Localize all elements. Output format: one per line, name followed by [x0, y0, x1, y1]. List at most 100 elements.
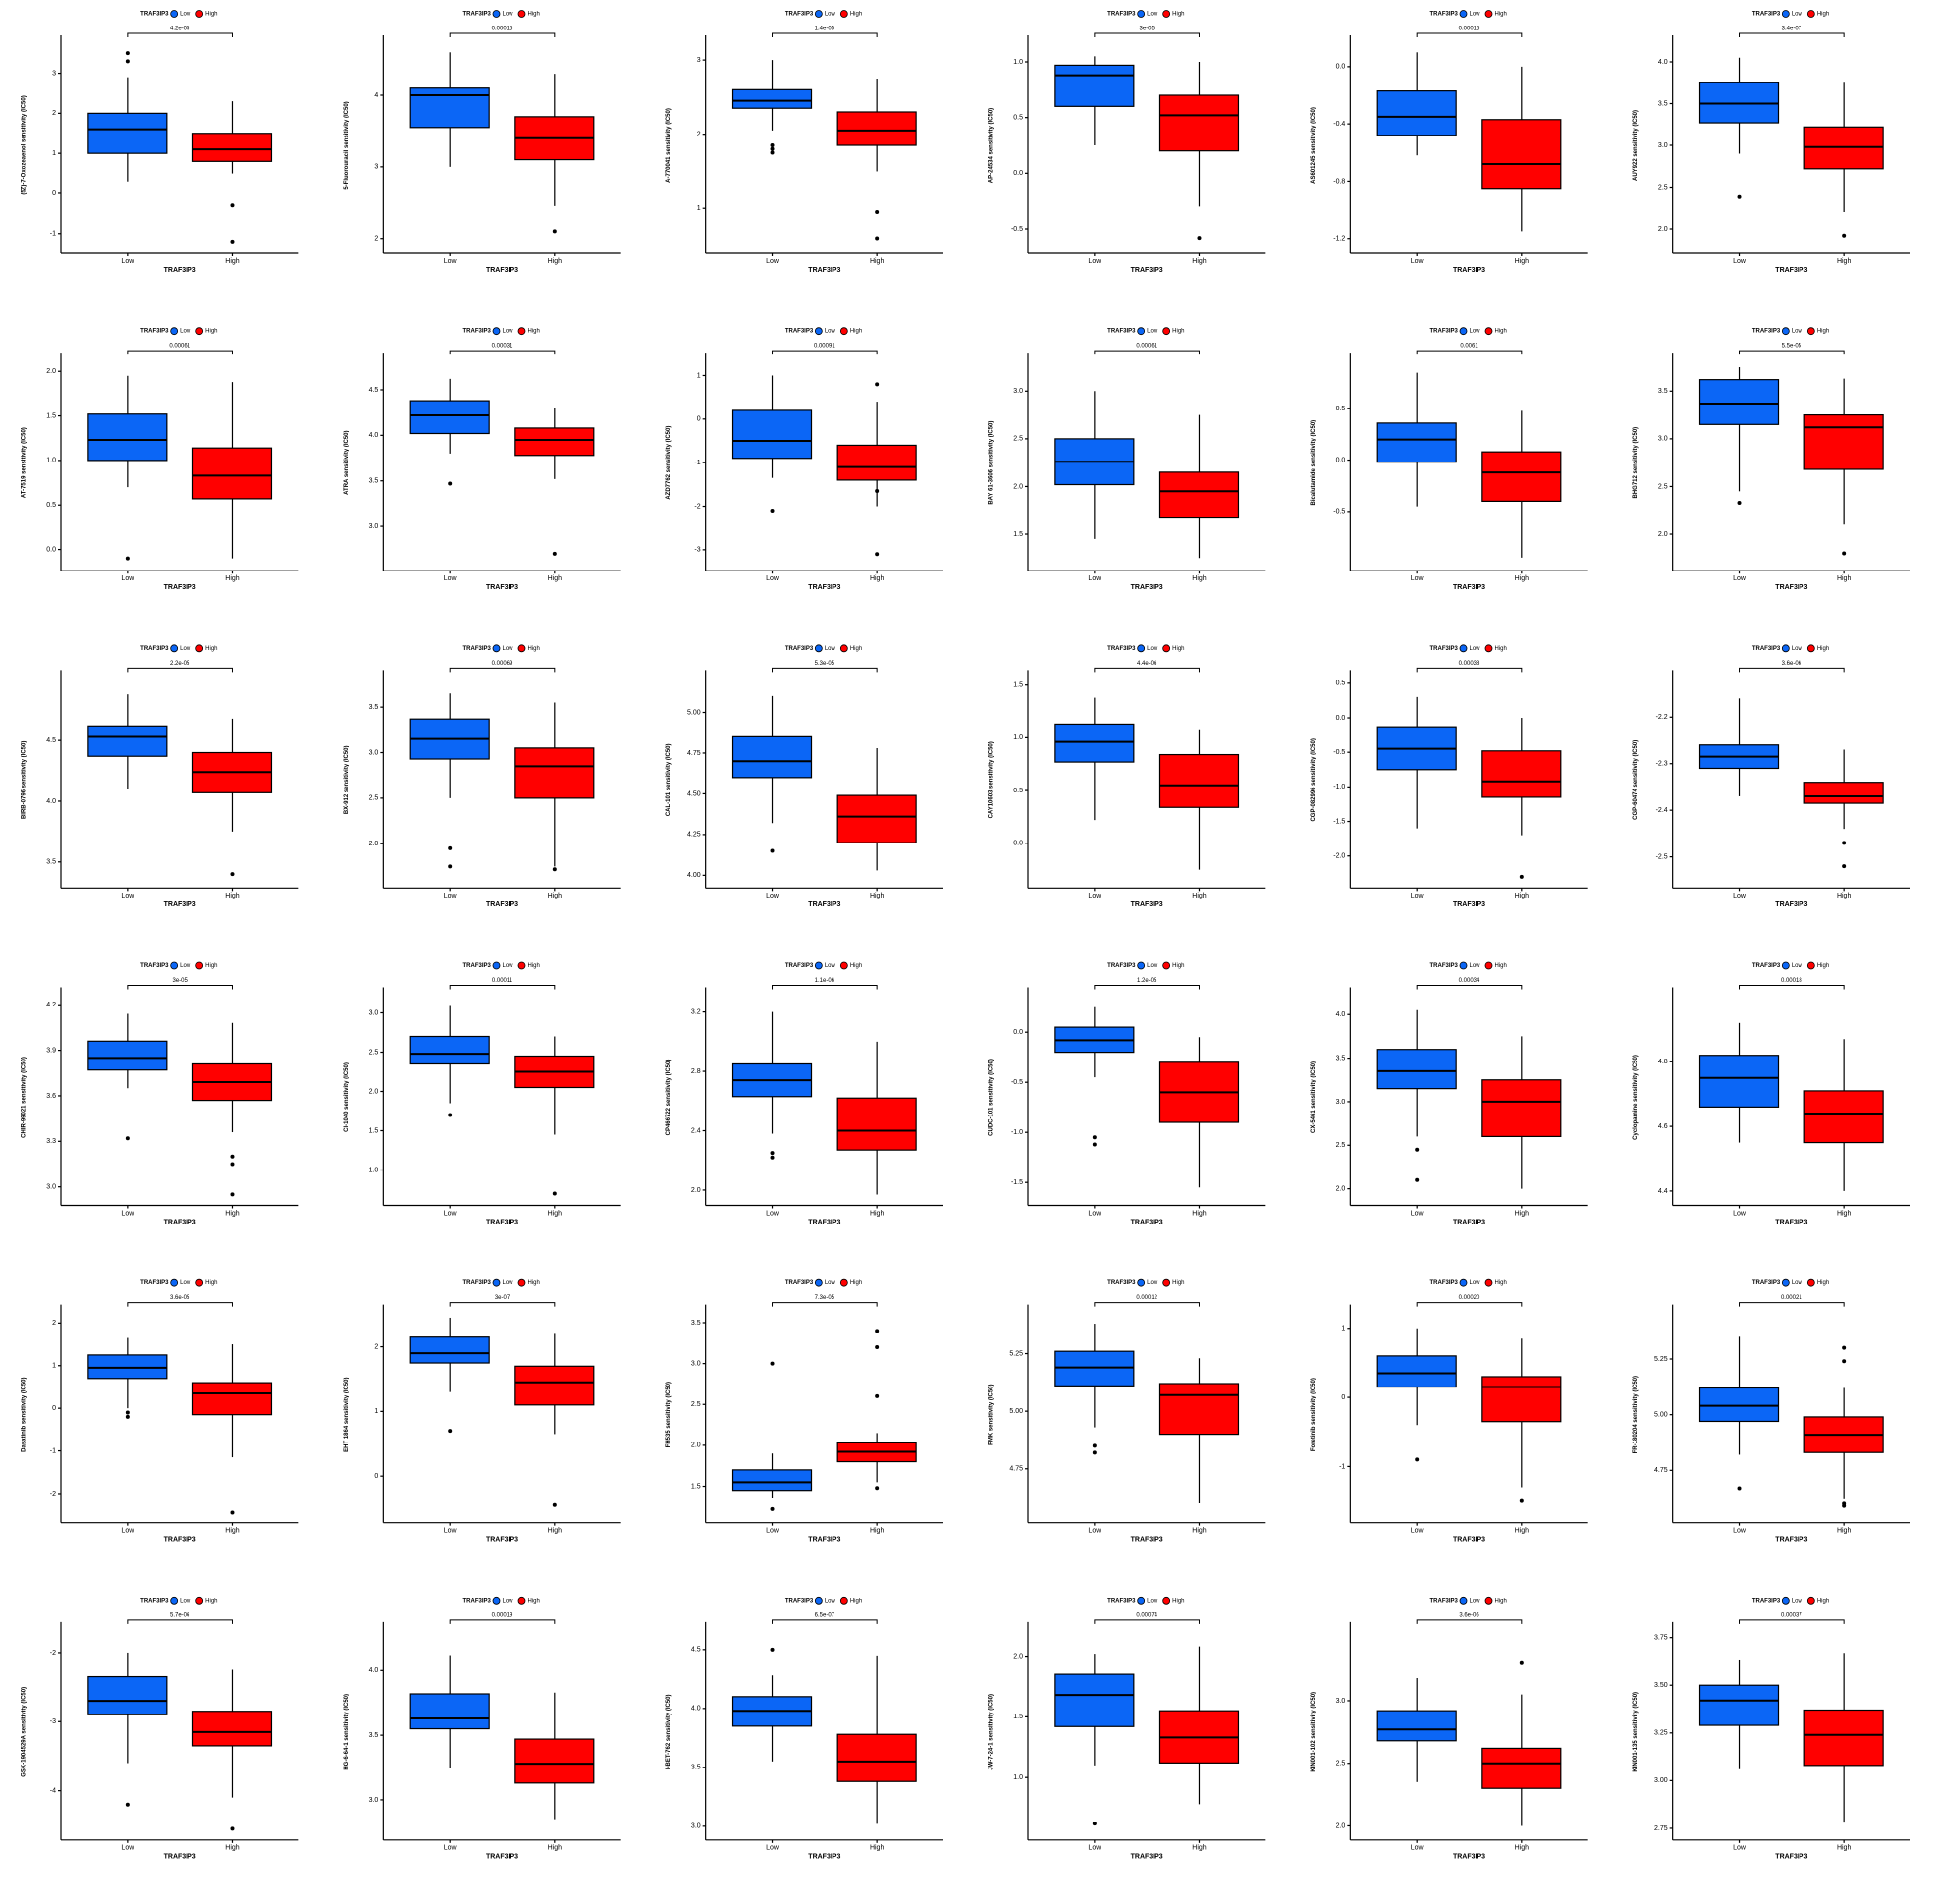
legend-title: TRAF3IP3 [1107, 1598, 1136, 1604]
x-axis-label: TRAF3IP3 [1131, 1219, 1163, 1225]
legend-swatch [814, 1596, 823, 1605]
x-tick-label: High [1192, 575, 1207, 582]
x-tick-label: High [1837, 1210, 1852, 1217]
box [409, 1336, 490, 1364]
legend-swatch [814, 327, 823, 336]
y-tick-label: 3.5 [1336, 1055, 1346, 1061]
legend-swatch [1806, 1596, 1815, 1605]
y-tick-label: -2.2 [1656, 714, 1668, 721]
p-value: 0.00038 [1459, 661, 1480, 667]
legend-title: TRAF3IP3 [785, 329, 814, 335]
x-tick-label: High [870, 1845, 885, 1852]
y-axis-label: HG-6-64-1 sensitivity (IC50) [344, 1694, 349, 1770]
y-tick-label: 4.0 [369, 1667, 379, 1674]
x-axis-label: TRAF3IP3 [486, 901, 518, 908]
y-axis-label: BIRB-0796 sensitivity (IC50) [22, 741, 27, 819]
x-tick-label: Low [121, 1528, 134, 1535]
legend-swatch [492, 1596, 501, 1605]
x-tick-label: Low [1411, 1210, 1424, 1217]
legend-label: Low [503, 963, 514, 969]
y-tick-label: -2 [50, 1491, 56, 1497]
outlier [770, 146, 775, 151]
legend-label: Low [1147, 963, 1158, 969]
x-tick-label: Low [121, 258, 134, 265]
legend-label: Low [503, 329, 514, 335]
legend-title: TRAF3IP3 [785, 12, 814, 18]
legend-label: Low [825, 1280, 836, 1286]
legend-label: High [1172, 1280, 1184, 1286]
outlier [230, 1154, 235, 1159]
x-tick-label: High [548, 1528, 563, 1535]
y-tick-label: 2.0 [691, 1187, 701, 1194]
legend-swatch [170, 644, 179, 653]
y-tick-label: 4.50 [687, 790, 701, 797]
legend-swatch [1806, 1278, 1815, 1287]
legend-swatch [1162, 1596, 1171, 1605]
y-tick-label: -1.5 [1333, 818, 1345, 825]
legend-swatch [839, 961, 848, 970]
y-axis-label: CAL-101 sensitivity (IC50) [666, 743, 672, 816]
legend-swatch [814, 961, 823, 970]
y-tick-label: 5.25 [1009, 1350, 1023, 1357]
y-tick-label: 2.0 [1336, 1185, 1346, 1192]
legend-swatch [517, 1596, 526, 1605]
y-tick-label: 4.75 [687, 750, 701, 757]
y-tick-label: 4.0 [369, 432, 379, 439]
p-value-bracket [1416, 1302, 1523, 1307]
legend-swatch [1137, 961, 1146, 970]
legend-swatch [1137, 1596, 1146, 1605]
y-tick-label: -4 [50, 1787, 56, 1794]
y-tick-label: 4.00 [687, 872, 701, 879]
y-axis-label: 5-Fluorouracil sensitivity (IC50) [344, 101, 349, 189]
legend-title: TRAF3IP3 [140, 12, 169, 18]
outlier [770, 1506, 775, 1511]
outlier [770, 848, 775, 853]
outlier [875, 382, 880, 387]
y-axis-label: GSK-1904529A sensitivity (IC50) [22, 1687, 27, 1777]
y-tick-label: 4.4 [1658, 1188, 1668, 1195]
y-tick-label: 5.00 [1009, 1408, 1023, 1415]
outlier [552, 1502, 557, 1507]
y-tick-label: 4.6 [1658, 1123, 1668, 1130]
legend-title: TRAF3IP3 [1430, 329, 1459, 335]
legend-label: High [1817, 329, 1829, 335]
x-axis-label: TRAF3IP3 [164, 267, 196, 274]
y-tick-label: 0.0 [1013, 1029, 1023, 1036]
box [87, 1354, 168, 1380]
y-tick-label: 4 [374, 92, 378, 99]
box [409, 87, 490, 129]
box [1158, 471, 1240, 519]
y-tick-label: 1.5 [1013, 682, 1023, 689]
p-value-bracket [1739, 1619, 1845, 1624]
legend-swatch [1781, 644, 1790, 653]
y-tick-label: 2 [374, 236, 378, 243]
x-tick-label: Low [444, 575, 457, 582]
y-tick-label: 3.0 [369, 523, 379, 530]
outlier [448, 864, 453, 869]
x-tick-label: Low [121, 1210, 134, 1217]
legend-title: TRAF3IP3 [785, 1280, 814, 1286]
legend-label: Low [503, 646, 514, 652]
x-tick-label: Low [766, 1210, 779, 1217]
legend-title: TRAF3IP3 [463, 329, 492, 335]
legend-swatch [1484, 961, 1493, 970]
y-tick-label: 2.5 [1336, 1761, 1346, 1768]
legend-label: High [1817, 1598, 1829, 1604]
y-tick-label: 4.0 [1336, 1011, 1346, 1018]
legend-label: Low [825, 12, 836, 18]
legend-label: High [205, 329, 217, 335]
x-axis-label: TRAF3IP3 [486, 1854, 518, 1861]
outlier [448, 1113, 453, 1117]
p-value: 5.7e-06 [170, 1612, 190, 1618]
legend-label: Low [825, 1598, 836, 1604]
x-tick-label: High [1192, 258, 1207, 265]
outlier [1092, 1443, 1097, 1448]
legend-swatch [1781, 961, 1790, 970]
legend-label: Low [1792, 1280, 1803, 1286]
p-value-bracket [127, 1302, 233, 1307]
y-tick-label: 2 [374, 1343, 378, 1350]
p-value: 1.4e-05 [815, 27, 835, 32]
x-tick-label: Low [1411, 1845, 1424, 1852]
x-tick-label: Low [1733, 1210, 1746, 1217]
box [1054, 64, 1135, 107]
